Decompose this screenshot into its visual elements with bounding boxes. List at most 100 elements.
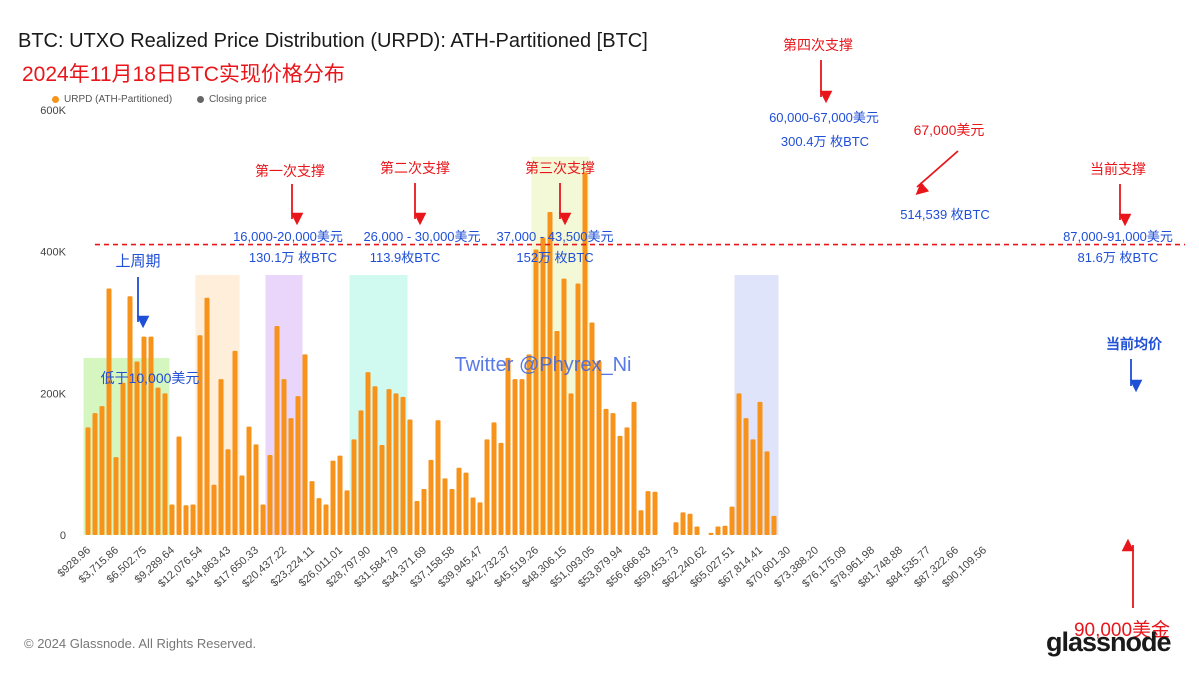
urpd-bar[interactable] xyxy=(246,426,252,535)
urpd-bar[interactable] xyxy=(302,354,308,535)
urpd-bar[interactable] xyxy=(295,396,301,535)
urpd-bar[interactable] xyxy=(428,459,434,535)
urpd-bar[interactable] xyxy=(379,445,385,535)
urpd-bar[interactable] xyxy=(603,408,609,535)
urpd-bar[interactable] xyxy=(456,467,462,535)
urpd-bar[interactable] xyxy=(393,393,399,535)
urpd-bar[interactable] xyxy=(85,427,91,535)
urpd-bar[interactable] xyxy=(491,422,497,535)
urpd-bar[interactable] xyxy=(225,449,231,535)
urpd-bar[interactable] xyxy=(449,488,455,535)
urpd-bar[interactable] xyxy=(526,354,532,535)
urpd-bar[interactable] xyxy=(575,283,581,535)
urpd-bar[interactable] xyxy=(183,505,189,535)
urpd-bar[interactable] xyxy=(764,451,770,535)
urpd-bar[interactable] xyxy=(358,410,364,535)
urpd-bar[interactable] xyxy=(771,515,777,535)
urpd-bar[interactable] xyxy=(260,504,266,535)
urpd-bar[interactable] xyxy=(134,361,140,535)
urpd-bar[interactable] xyxy=(638,510,644,535)
urpd-bar[interactable] xyxy=(484,439,490,535)
urpd-bar[interactable] xyxy=(680,512,686,535)
urpd-bar[interactable] xyxy=(442,478,448,535)
urpd-bar[interactable] xyxy=(162,393,168,535)
urpd-bar[interactable] xyxy=(323,504,329,535)
urpd-bar[interactable] xyxy=(631,401,637,535)
urpd-bar[interactable] xyxy=(715,526,721,536)
urpd-bar[interactable] xyxy=(239,475,245,536)
urpd-bar[interactable] xyxy=(589,322,595,536)
urpd-bar[interactable] xyxy=(708,532,714,535)
urpd-bar[interactable] xyxy=(722,525,728,535)
urpd-bar[interactable] xyxy=(155,387,161,535)
urpd-bar[interactable] xyxy=(617,435,623,535)
urpd-bar[interactable] xyxy=(505,357,511,535)
urpd-bar[interactable] xyxy=(729,506,735,535)
urpd-bar[interactable] xyxy=(274,326,280,535)
urpd-bar[interactable] xyxy=(232,350,238,535)
urpd-bar[interactable] xyxy=(281,379,287,535)
urpd-bar[interactable] xyxy=(148,336,154,535)
urpd-bar[interactable] xyxy=(687,513,693,535)
legend-item-urpd[interactable]: URPD (ATH-Partitioned) xyxy=(52,94,172,105)
urpd-bar[interactable] xyxy=(120,382,126,535)
urpd-bar[interactable] xyxy=(176,436,182,535)
urpd-bar[interactable] xyxy=(337,455,343,535)
urpd-bar[interactable] xyxy=(561,278,567,535)
urpd-bar[interactable] xyxy=(253,444,259,535)
urpd-bar[interactable] xyxy=(190,504,196,535)
urpd-bar[interactable] xyxy=(106,288,112,536)
annotation-90000: 90,000美金 xyxy=(1074,619,1170,641)
urpd-bar[interactable] xyxy=(309,481,315,535)
urpd-bar[interactable] xyxy=(624,427,630,535)
urpd-bar[interactable] xyxy=(414,501,420,535)
urpd-bar[interactable] xyxy=(169,504,175,535)
legend-item-closing-price[interactable]: Closing price xyxy=(196,94,267,105)
urpd-bar[interactable] xyxy=(477,502,483,535)
urpd-bar[interactable] xyxy=(568,393,574,535)
urpd-bar[interactable] xyxy=(113,457,119,535)
urpd-bar[interactable] xyxy=(743,418,749,535)
urpd-bar[interactable] xyxy=(344,490,350,535)
urpd-bar[interactable] xyxy=(547,212,553,535)
urpd-bar[interactable] xyxy=(407,419,413,535)
urpd-bar[interactable] xyxy=(127,296,133,535)
urpd-bar[interactable] xyxy=(351,439,357,535)
urpd-bar[interactable] xyxy=(288,418,294,535)
urpd-bar[interactable] xyxy=(694,526,700,536)
urpd-bar[interactable] xyxy=(211,484,217,535)
urpd-bar[interactable] xyxy=(365,372,371,535)
urpd-bar[interactable] xyxy=(204,297,210,535)
urpd-bar[interactable] xyxy=(197,335,203,535)
urpd-bar[interactable] xyxy=(519,379,525,535)
urpd-bar[interactable] xyxy=(372,386,378,535)
urpd-bar[interactable] xyxy=(610,413,616,535)
urpd-bar[interactable] xyxy=(757,401,763,535)
urpd-bar[interactable] xyxy=(750,439,756,535)
urpd-bar[interactable] xyxy=(512,379,518,535)
x-axis: $928.96$3,715.86$6,502.75$9,289.64$12,07… xyxy=(55,544,989,590)
urpd-bar[interactable] xyxy=(470,497,476,535)
urpd-bar[interactable] xyxy=(92,413,98,535)
urpd-bar[interactable] xyxy=(540,237,546,536)
urpd-bar[interactable] xyxy=(435,420,441,535)
urpd-bar[interactable] xyxy=(498,442,504,535)
urpd-bar[interactable] xyxy=(316,498,322,535)
urpd-bar[interactable] xyxy=(673,522,679,535)
urpd-bar[interactable] xyxy=(267,454,273,535)
urpd-bar[interactable] xyxy=(736,393,742,535)
urpd-bar[interactable] xyxy=(386,389,392,535)
urpd-bar[interactable] xyxy=(99,406,105,535)
urpd-bar[interactable] xyxy=(533,249,539,535)
urpd-bar[interactable] xyxy=(582,172,588,536)
urpd-bar[interactable] xyxy=(652,491,658,535)
urpd-bar[interactable] xyxy=(330,460,336,535)
urpd-bar[interactable] xyxy=(596,360,602,535)
urpd-bar[interactable] xyxy=(218,379,224,535)
urpd-bar[interactable] xyxy=(463,472,469,535)
urpd-bar[interactable] xyxy=(421,488,427,535)
urpd-bar[interactable] xyxy=(400,396,406,535)
urpd-bar[interactable] xyxy=(645,491,651,535)
urpd-bar[interactable] xyxy=(141,336,147,535)
urpd-bar[interactable] xyxy=(554,331,560,535)
